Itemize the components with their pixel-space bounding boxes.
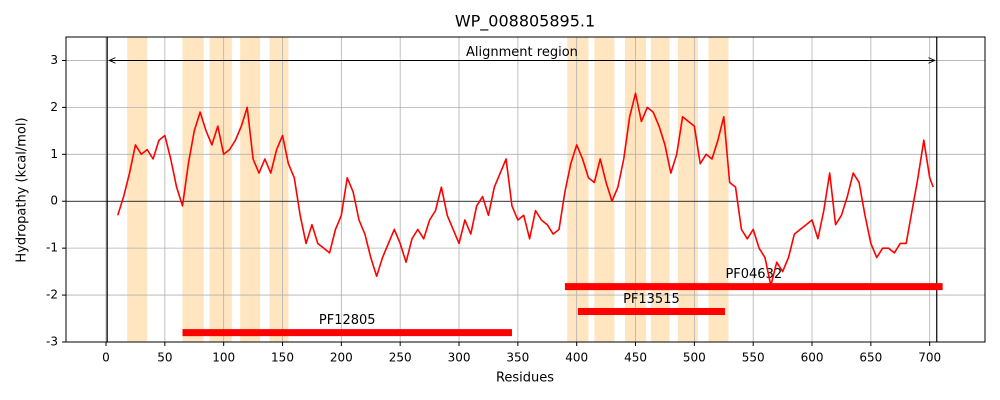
- shaded-region: [567, 37, 589, 342]
- x-tick-label: 600: [801, 351, 824, 365]
- domain-label: PF13515: [623, 292, 680, 307]
- x-tick-label: 300: [448, 351, 471, 365]
- shaded-region: [240, 37, 261, 342]
- shaded-region: [209, 37, 232, 342]
- x-tick-label: 550: [742, 351, 765, 365]
- x-tick-label: 650: [859, 351, 882, 365]
- shaded-region: [594, 37, 615, 342]
- x-tick-label: 250: [389, 351, 412, 365]
- x-tick-label: 50: [157, 351, 172, 365]
- x-tick-label: 450: [624, 351, 647, 365]
- shaded-region: [677, 37, 698, 342]
- x-tick-label: 0: [102, 351, 110, 365]
- shaded-region: [182, 37, 204, 342]
- y-tick-label: -2: [46, 288, 58, 302]
- y-axis-label: Hydropathy (kcal/mol): [15, 117, 30, 262]
- y-tick-label: 1: [50, 147, 58, 161]
- shaded-region: [269, 37, 289, 342]
- x-tick-label: 350: [506, 351, 529, 365]
- x-tick-label: 200: [330, 351, 353, 365]
- plot-frame: [65, 36, 986, 343]
- y-tick-label: 3: [50, 53, 58, 67]
- shaded-region: [708, 37, 729, 342]
- y-tick-label: -3: [46, 335, 58, 349]
- x-tick-label: 100: [212, 351, 235, 365]
- shaded-region: [127, 37, 148, 342]
- y-tick-label: -1: [46, 241, 58, 255]
- y-tick-label: 0: [50, 194, 58, 208]
- x-tick-label: 700: [918, 351, 941, 365]
- y-tick-label: 2: [50, 100, 58, 114]
- chart-title: WP_008805895.1: [455, 12, 595, 32]
- x-tick-label: 400: [565, 351, 588, 365]
- domain-label: PF12805: [319, 313, 376, 328]
- x-tick-label: 150: [271, 351, 294, 365]
- x-axis-label: Residues: [496, 371, 554, 386]
- x-tick-label: 500: [683, 351, 706, 365]
- hydropathy-line: [117, 92, 934, 287]
- shaded-region: [650, 37, 670, 342]
- alignment-label: Alignment region: [466, 45, 578, 60]
